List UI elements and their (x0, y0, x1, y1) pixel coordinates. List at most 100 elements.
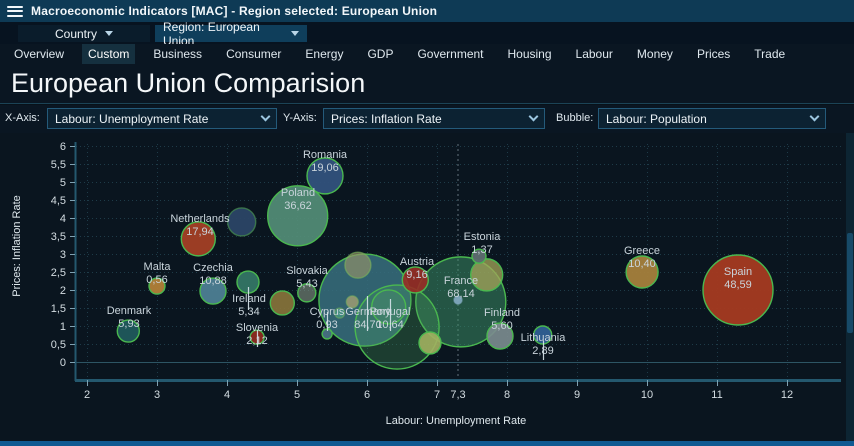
y-tick-label: 4,5 (51, 195, 66, 207)
bubble-value-label: 1,37 (471, 244, 492, 256)
x-tick-label: 11 (711, 389, 722, 401)
page-header: European Union Comparision (0, 64, 854, 104)
x-axis-select-value: Labour: Unemployment Rate (55, 111, 209, 126)
bubble-value-label: 5,93 (118, 318, 139, 330)
bubble-denmark[interactable] (116, 319, 141, 343)
x-axis-select[interactable]: Labour: Unemployment Rate (47, 108, 277, 129)
bubble-name-label: Denmark (107, 305, 152, 317)
y-axis-title: Prices: Inflation Rate (11, 195, 23, 297)
tab-custom[interactable]: Custom (82, 44, 136, 64)
x-tick-label: 8 (504, 389, 510, 401)
bubble-value-label: 10,88 (199, 275, 227, 287)
bubble-lithuania[interactable] (533, 325, 553, 345)
y-tick-label: 5,5 (51, 159, 66, 171)
x-axis-label: X-Axis: (5, 112, 40, 124)
y-tick-label: 2 (60, 285, 66, 297)
bubble-name-label: Austria (400, 256, 435, 268)
bubble-name-label: Lithuania (521, 332, 567, 344)
bubble-unlabeled[interactable] (453, 295, 463, 305)
bubble-label: Bubble: (556, 112, 594, 124)
bubble-estonia[interactable] (471, 248, 487, 264)
bubble-name-label: Malta (144, 261, 172, 273)
tab-money[interactable]: Money (636, 47, 673, 61)
chevron-down-icon (291, 31, 299, 36)
y-axis-select[interactable]: Prices: Inflation Rate (323, 108, 545, 129)
tab-government[interactable]: Government (417, 47, 484, 61)
bubble-unlabeled[interactable] (226, 207, 257, 237)
bubble-unlabeled[interactable] (334, 307, 346, 319)
bubble-name-label: Netherlands (170, 213, 230, 225)
hamburger-menu-icon[interactable] (7, 5, 23, 17)
x-tick-label: 3 (154, 389, 160, 401)
bubble-name-label: Poland (281, 187, 315, 199)
bubble-value-label: 9,16 (406, 269, 427, 281)
y-tick-label: 3 (60, 249, 66, 261)
bubble-select[interactable]: Labour: Population (598, 108, 826, 129)
bubble-unlabeled[interactable] (418, 331, 442, 355)
bubble-value-label: 10,40 (628, 258, 656, 270)
bubble-poland[interactable] (267, 185, 329, 247)
y-tick-label: 0,5 (51, 339, 66, 351)
bubble-slovakia[interactable] (297, 283, 317, 303)
bubble-name-label: Spain (724, 266, 752, 278)
bottom-accent-bar (0, 441, 854, 446)
y-tick-label: 0 (60, 357, 66, 369)
bubble-netherlands[interactable] (180, 221, 217, 257)
bubble-finland[interactable] (486, 322, 514, 350)
bubble-name-label: Germany (345, 306, 391, 318)
bubble-unlabeled[interactable] (345, 295, 359, 309)
bubble-value-label: 0,56 (146, 274, 167, 286)
category-tabs: Overview Custom Business Consumer Energy GDP G… (0, 44, 854, 64)
x-tick-label: 4 (224, 389, 230, 401)
tab-housing[interactable]: Housing (507, 47, 552, 61)
x-tick-label: 2 (84, 389, 90, 401)
tab-overview[interactable]: Overview (14, 47, 65, 61)
bubble-name-label: Slovenia (236, 322, 279, 334)
bubble-romania[interactable] (306, 157, 344, 195)
x-tick-label: 10 (641, 389, 653, 401)
bubble-greece[interactable] (625, 255, 659, 289)
tab-labour[interactable]: Labour (575, 47, 613, 61)
bubble-malta[interactable] (148, 277, 166, 295)
y-tick-label: 4 (60, 213, 66, 225)
x-tick-label: 9 (574, 389, 580, 401)
bubble-name-label: Greece (624, 245, 660, 257)
scrollbar-track[interactable] (846, 133, 854, 446)
bubble-unlabeled[interactable] (269, 290, 295, 316)
tab-consumer[interactable]: Consumer (226, 47, 282, 61)
region-dropdown[interactable]: Region: European Union (155, 20, 307, 48)
bubble-unlabeled[interactable] (470, 258, 504, 292)
region-toolbar: Country Region: European Union (0, 20, 854, 48)
tab-business[interactable]: Business (153, 47, 203, 61)
y-tick-label: 1 (60, 321, 66, 333)
bubble-unlabeled[interactable] (354, 284, 440, 370)
bubble-name-label: Slovakia (286, 265, 328, 277)
bubble-czechia[interactable] (199, 277, 227, 305)
bubble-name-label: Finland (484, 307, 520, 319)
bubble-portugal[interactable] (371, 289, 407, 325)
bubble-value-label: 68,14 (447, 288, 475, 300)
bubble-value-label: 5,34 (238, 306, 259, 318)
scrollbar-thumb[interactable] (847, 233, 853, 333)
bubble-name-label: Romania (303, 149, 348, 161)
y-tick-label: 2,5 (51, 267, 66, 279)
bubble-spain[interactable] (702, 254, 774, 326)
y-tick-label: 5 (60, 177, 66, 189)
y-tick-label: 6 (60, 141, 66, 153)
country-dropdown[interactable]: Country (18, 25, 150, 42)
x-tick-label: 6 (364, 389, 370, 401)
title-bar: Macroeconomic Indicators [MAC] - Region … (0, 0, 854, 22)
chevron-down-icon (809, 111, 820, 122)
window-title: Macroeconomic Indicators [MAC] - Region … (31, 4, 438, 18)
bubble-value-label: 36,62 (284, 200, 312, 212)
tab-prices[interactable]: Prices (696, 47, 731, 61)
bubble-select-value: Labour: Population (606, 111, 707, 126)
tab-trade[interactable]: Trade (754, 47, 786, 61)
tab-energy[interactable]: Energy (305, 47, 344, 61)
bubble-unlabeled[interactable] (344, 251, 372, 279)
bubble-value-label: 5,43 (296, 278, 317, 290)
bubble-austria[interactable] (401, 266, 429, 294)
bubble-name-label: Czechia (193, 262, 234, 274)
tab-gdp[interactable]: GDP (367, 47, 394, 61)
chevron-down-icon (260, 111, 271, 122)
